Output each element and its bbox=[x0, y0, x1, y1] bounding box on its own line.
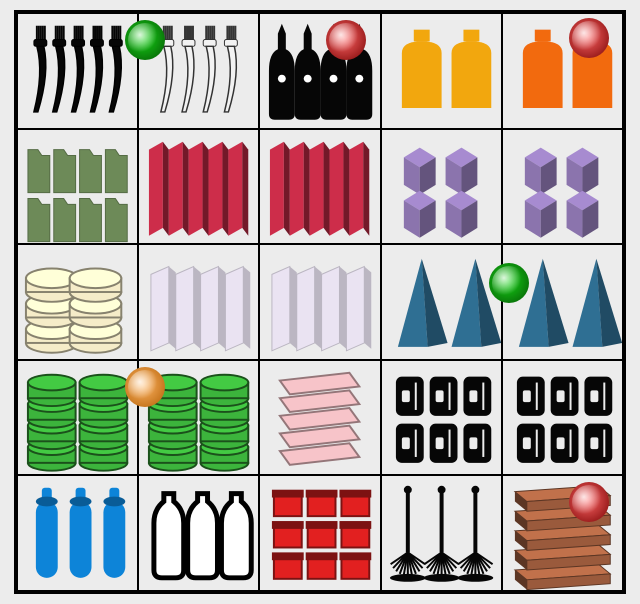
cell-brushes bbox=[381, 475, 502, 591]
cell-bins bbox=[259, 475, 380, 591]
cell-folders bbox=[17, 129, 138, 245]
status-dot bbox=[489, 263, 529, 303]
cell-cylinders bbox=[17, 475, 138, 591]
cell-accordion bbox=[259, 129, 380, 245]
cell-cans bbox=[381, 360, 502, 476]
cell-panels bbox=[138, 244, 259, 360]
cell-toothbrush bbox=[17, 13, 138, 129]
cell-toothbrush bbox=[138, 13, 259, 129]
status-dot bbox=[569, 482, 609, 522]
cell-cubes bbox=[502, 129, 623, 245]
status-dot bbox=[125, 20, 165, 60]
cell-discs bbox=[17, 244, 138, 360]
cell-barrels bbox=[17, 360, 138, 476]
cell-pyramids bbox=[502, 244, 623, 360]
cell-panels bbox=[259, 244, 380, 360]
cell-planks bbox=[502, 475, 623, 591]
cell-bottle-flat bbox=[381, 13, 502, 129]
cell-pyramids bbox=[381, 244, 502, 360]
cell-cans bbox=[502, 360, 623, 476]
cell-accordion bbox=[138, 129, 259, 245]
cell-sheets bbox=[259, 360, 380, 476]
status-dot bbox=[569, 18, 609, 58]
cell-cubes bbox=[381, 129, 502, 245]
cell-milk bbox=[138, 475, 259, 591]
cell-ampoule bbox=[259, 13, 380, 129]
status-dot bbox=[125, 367, 165, 407]
cell-bottle-flat bbox=[502, 13, 623, 129]
cell-barrels bbox=[138, 360, 259, 476]
